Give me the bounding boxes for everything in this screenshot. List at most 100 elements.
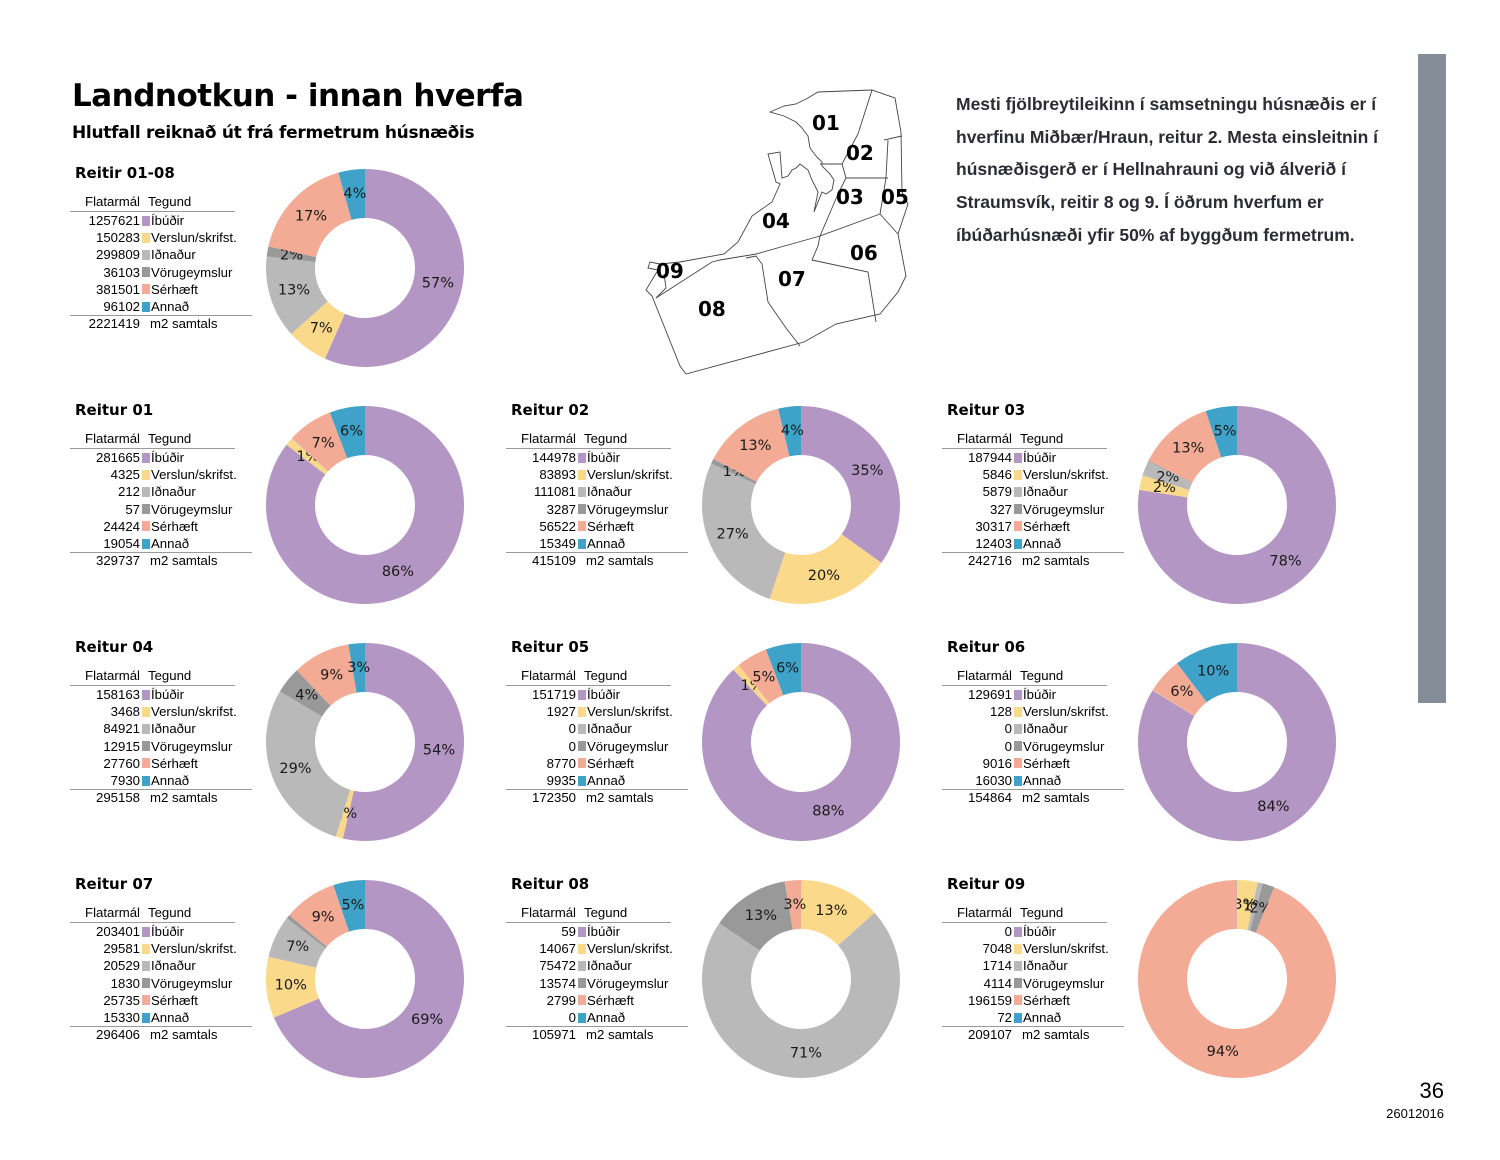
slice-label: 3%	[1233, 897, 1256, 913]
type-label: Vörugeymslur	[587, 501, 669, 517]
donut-slice	[702, 463, 786, 599]
type-label: Sérhæft	[151, 281, 198, 297]
legend-swatch	[1014, 689, 1022, 700]
type-label: Verslun/skrifst.	[1023, 941, 1109, 957]
total-label: m2 samtals	[150, 553, 218, 569]
donut-chart: 84% 6%10%	[1138, 643, 1336, 841]
area-value: 3468	[110, 704, 140, 720]
total-value: 209107	[967, 1027, 1012, 1043]
table-row: 150283 Verslun/skrifst.	[70, 229, 252, 246]
table-row: 203401 Íbúðir	[70, 923, 252, 940]
slice-label: 3%	[783, 897, 806, 913]
legend-swatch	[578, 960, 586, 971]
slice-label: 6%	[776, 661, 799, 677]
chart-block: Reitur 05 Flatarmál Tegund 151719 Íbúðir 1927…	[496, 638, 916, 853]
donut-slice	[711, 459, 757, 485]
map-label-03: 03	[836, 185, 864, 209]
table-row: 1927 Verslun/skrifst.	[506, 703, 688, 720]
type-label: Sérhæft	[151, 518, 198, 534]
table-total-row: 105971 m2 samtals	[506, 1026, 688, 1044]
legend-swatch	[1014, 486, 1022, 497]
legend-swatch	[1014, 775, 1022, 786]
table-row: 3468 Verslun/skrifst.	[70, 703, 252, 720]
legend-swatch	[142, 1012, 150, 1023]
area-value: 14067	[539, 941, 576, 957]
area-value: 12915	[103, 738, 140, 754]
area-value: 84921	[103, 721, 140, 737]
total-label: m2 samtals	[1022, 1027, 1090, 1043]
donut-slice	[1139, 475, 1190, 498]
donut-slice	[1250, 883, 1275, 933]
area-value: 212	[117, 484, 140, 500]
type-label: Annað	[1023, 773, 1062, 789]
area-value: 111081	[533, 484, 576, 500]
table-row: 0 Iðnaður	[506, 720, 688, 737]
area-value: 83893	[539, 467, 576, 483]
donut-chart: 13% 71% 13% 3%	[702, 880, 900, 1078]
donut-slice	[1138, 643, 1336, 841]
slice-label: 2%	[1153, 480, 1176, 496]
table-row: 75472 Iðnaður	[506, 957, 688, 974]
donut-slice	[1142, 461, 1193, 491]
chart-title: Reitur 08	[511, 875, 590, 893]
donut-slice	[296, 644, 357, 706]
table-total-row: 209107 m2 samtals	[942, 1026, 1124, 1044]
total-label: m2 samtals	[1022, 790, 1090, 806]
donut-slice	[266, 246, 317, 263]
map-label-06: 06	[850, 241, 878, 265]
donut-slice	[338, 169, 365, 220]
legend-swatch	[578, 469, 586, 480]
type-label: Annað	[1023, 536, 1062, 552]
map-label-04: 04	[762, 209, 790, 233]
area-value: 158163	[95, 687, 140, 703]
area-value: 75472	[539, 958, 576, 974]
table-row: 56522 Sérhæft	[506, 518, 688, 535]
table-row: 13574 Vörugeymslur	[506, 975, 688, 992]
area-value: 0	[568, 1010, 576, 1026]
header-area: Flatarmál	[521, 905, 576, 920]
header-type: Tegund	[1020, 431, 1064, 446]
slice-label: 54%	[423, 742, 455, 758]
type-label: Íbúðir	[1023, 450, 1056, 466]
type-label: Iðnaður	[151, 247, 196, 263]
legend-swatch	[1014, 469, 1022, 480]
legend-swatch	[1014, 741, 1022, 752]
legend-swatch	[578, 741, 586, 752]
table-total-row: 415109 m2 samtals	[506, 552, 688, 570]
total-label: m2 samtals	[150, 790, 218, 806]
area-table: Flatarmál Tegund 151719 Íbúðir 1927 Verslun/s…	[506, 668, 688, 807]
slice-label: 10%	[275, 977, 307, 993]
area-value: 24424	[103, 518, 140, 534]
legend-swatch	[578, 926, 586, 937]
header-area: Flatarmál	[85, 905, 140, 920]
map-boundary-02-05	[883, 135, 903, 141]
legend-swatch	[578, 689, 586, 700]
table-total-row: 2221419 m2 samtals	[70, 315, 252, 333]
type-label: Iðnaður	[587, 721, 632, 737]
header-type: Tegund	[1020, 668, 1064, 683]
page-subtitle: Hlutfall reiknað út frá fermetrum húsnæð…	[72, 123, 475, 143]
map-boundary-04-07	[819, 193, 839, 237]
donut-slice	[1177, 643, 1237, 703]
map-boundary-03-06	[811, 213, 881, 323]
table-row: 128 Verslun/skrifst.	[942, 703, 1124, 720]
table-row: 212 Iðnaður	[70, 483, 252, 500]
map-label-07: 07	[778, 267, 806, 291]
type-label: Annað	[151, 536, 190, 552]
type-label: Sérhæft	[151, 755, 198, 771]
donut-chart: 3%1%2%94%	[1138, 880, 1336, 1078]
legend-swatch	[142, 689, 150, 700]
type-label: Verslun/skrifst.	[587, 467, 673, 483]
area-value: 72	[997, 1010, 1012, 1026]
area-value: 57	[125, 501, 140, 517]
table-row: 187944 Íbúðir	[942, 449, 1124, 466]
page-number: 36	[1419, 1078, 1444, 1103]
chart-block: Reitur 07 Flatarmál Tegund 203401 Íbúðir 2958…	[60, 875, 480, 1090]
slice-label: 27%	[716, 527, 748, 543]
total-value: 415109	[531, 553, 576, 569]
map-label-09: 09	[656, 259, 684, 283]
donut-slice	[291, 438, 329, 472]
legend-swatch	[1014, 926, 1022, 937]
chart-block: Reitur 02 Flatarmál Tegund 144978 Íbúðir 8389…	[496, 401, 916, 616]
slice-label: 10%	[1197, 663, 1229, 679]
